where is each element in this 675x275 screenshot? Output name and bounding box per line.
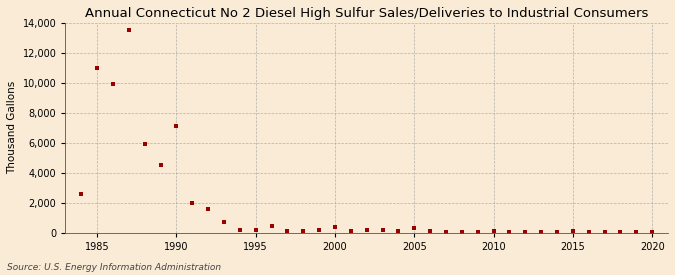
Title: Annual Connecticut No 2 Diesel High Sulfur Sales/Deliveries to Industrial Consum: Annual Connecticut No 2 Diesel High Sulf… — [85, 7, 649, 20]
Text: Source: U.S. Energy Information Administration: Source: U.S. Energy Information Administ… — [7, 263, 221, 272]
Y-axis label: Thousand Gallons: Thousand Gallons — [7, 81, 17, 174]
